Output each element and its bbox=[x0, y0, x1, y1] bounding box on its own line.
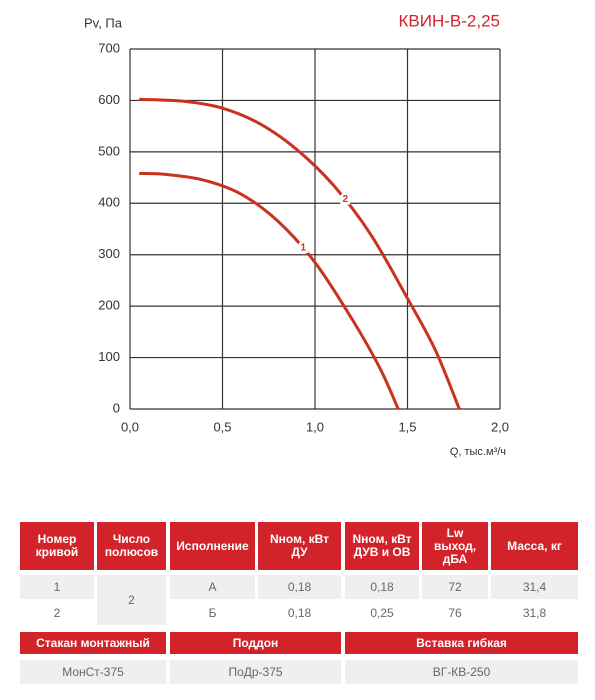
table-cell: МонСт-375 bbox=[20, 660, 166, 684]
x-tick-label: 0,0 bbox=[121, 419, 139, 434]
y-tick-label: 500 bbox=[98, 143, 120, 158]
y-tick-label: 300 bbox=[98, 246, 120, 261]
table-cell: 0,25 bbox=[345, 601, 419, 625]
table-cell: ПоДр-375 bbox=[170, 660, 341, 684]
table-cell: Nном, кВт ДУ bbox=[258, 522, 341, 570]
table-cell: А bbox=[170, 575, 255, 599]
y-axis-label: Pv, Па bbox=[84, 15, 123, 30]
table-cell: Вставка гибкая bbox=[345, 632, 578, 654]
table-cell: 2 bbox=[20, 601, 94, 625]
table-cell: 0,18 bbox=[345, 575, 419, 599]
y-tick-label: 100 bbox=[98, 349, 120, 364]
table-cell: Поддон bbox=[170, 632, 341, 654]
table-cell: 1 bbox=[20, 575, 94, 599]
y-tick-label: 200 bbox=[98, 298, 120, 313]
chart: Pv, Па КВИН-В-2,25 Q, тыс.м³/ч 0 100 200 30… bbox=[84, 11, 509, 458]
table-cell: Исполнение bbox=[170, 522, 255, 570]
x-tick-label: 1,0 bbox=[306, 419, 324, 434]
table-cell: 2 bbox=[97, 575, 166, 625]
table-cell: 0,18 bbox=[258, 575, 341, 599]
table-cell: 0,18 bbox=[258, 601, 341, 625]
curve bbox=[139, 171, 400, 410]
y-tick-label: 600 bbox=[98, 92, 120, 107]
x-tick-label: 1,5 bbox=[398, 419, 416, 434]
table-cell: Lw выход, дБА bbox=[422, 522, 488, 570]
curve bbox=[139, 97, 461, 410]
table-cell: ВГ-КВ-250 bbox=[345, 660, 578, 684]
table-cell: Число полюсов bbox=[97, 522, 166, 570]
chart-title: КВИН-В-2,25 bbox=[399, 11, 501, 30]
table-cell: Масса, кг bbox=[491, 522, 578, 570]
y-tick-label: 400 bbox=[98, 195, 120, 210]
table-cell: 72 bbox=[422, 575, 488, 599]
y-tick-label: 700 bbox=[98, 40, 120, 55]
y-tick-label: 0 bbox=[113, 400, 120, 415]
x-tick-label: 2,0 bbox=[491, 419, 509, 434]
curve-label: 2 bbox=[343, 194, 349, 205]
table-cell: 31,8 bbox=[491, 601, 578, 625]
curve-label: 1 bbox=[301, 242, 307, 253]
table-cell: 76 bbox=[422, 601, 488, 625]
x-axis-label: Q, тыс.м³/ч bbox=[450, 446, 506, 458]
table-cell: Номер кривой bbox=[20, 522, 94, 570]
table-cell: Nном, кВт ДУВ и ОВ bbox=[345, 522, 419, 570]
table-cell: 31,4 bbox=[491, 575, 578, 599]
table-cell: Стакан монтажный bbox=[20, 632, 166, 654]
x-tick-label: 0,5 bbox=[213, 419, 231, 434]
table-cell: Б bbox=[170, 601, 255, 625]
